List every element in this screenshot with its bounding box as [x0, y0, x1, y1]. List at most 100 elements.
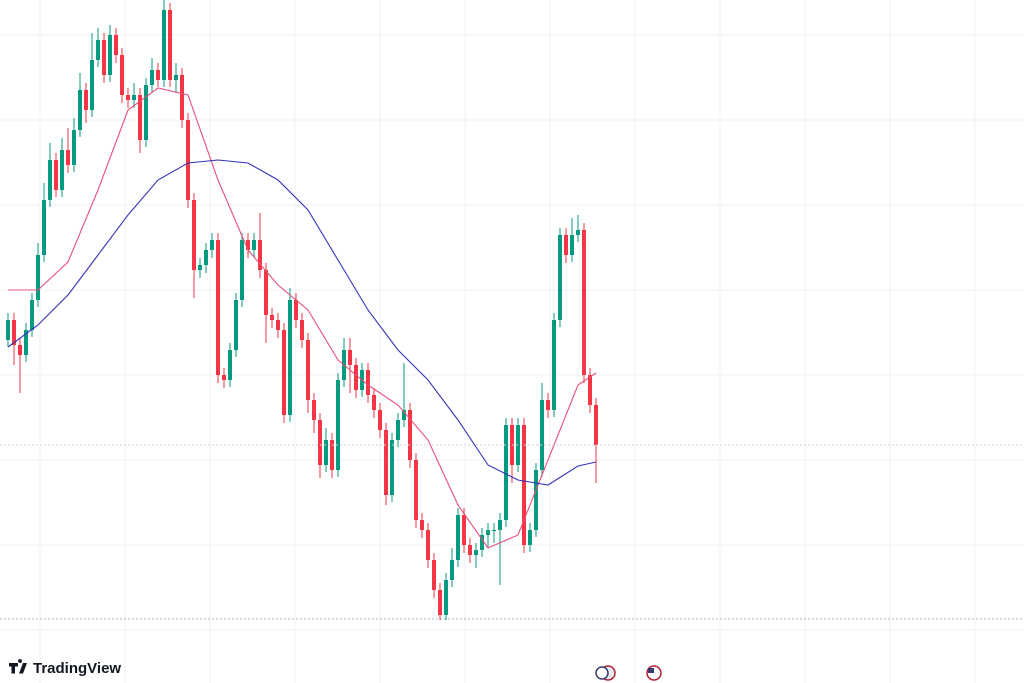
candle-body	[480, 535, 484, 550]
candle-body	[594, 405, 598, 445]
candle-body	[336, 380, 340, 470]
candle-body	[294, 300, 298, 320]
logo: TradingView	[9, 659, 121, 677]
candle-body	[456, 515, 460, 560]
flag-icon	[595, 665, 616, 681]
candle-body	[576, 230, 580, 235]
candle-body	[396, 420, 400, 440]
candle-body	[528, 530, 532, 545]
candle-body	[318, 420, 322, 465]
candle-body	[432, 560, 436, 590]
candle-body	[156, 70, 160, 80]
moving-average	[8, 87, 597, 549]
candle-body	[390, 440, 394, 495]
candle-body	[198, 265, 202, 270]
candle-body	[306, 340, 310, 400]
candle-body	[246, 240, 250, 250]
candle-body	[474, 550, 478, 555]
candle-body	[6, 320, 10, 340]
candle-body	[24, 330, 28, 355]
candle-body	[276, 320, 280, 330]
candle-body	[120, 55, 124, 95]
candle-body	[408, 410, 412, 460]
candle-body	[258, 240, 262, 270]
candle-body	[402, 410, 406, 420]
candle-body	[102, 40, 106, 75]
candle-body	[570, 235, 574, 255]
candle-body	[132, 95, 136, 100]
candle-body	[486, 530, 490, 535]
candle-body	[270, 315, 274, 320]
candle-body	[444, 580, 448, 615]
candle-body	[216, 240, 220, 375]
candle-body	[414, 460, 418, 520]
candle-body	[348, 350, 352, 365]
candle-body	[138, 95, 142, 140]
candle-body	[42, 200, 46, 255]
candle-body	[180, 75, 184, 120]
candle-body	[264, 270, 268, 315]
candle-body	[582, 230, 586, 375]
logo-icon	[9, 659, 27, 674]
moving-average	[7, 159, 597, 486]
candle-body	[300, 320, 304, 340]
flag-icon	[646, 665, 662, 681]
candle-body	[192, 200, 196, 270]
candle-body	[168, 10, 172, 80]
candle-body	[36, 255, 40, 300]
candle-body	[228, 350, 232, 380]
brand: TradingView	[33, 660, 121, 677]
candle-body	[84, 90, 88, 110]
candle-body	[426, 530, 430, 560]
candle-body	[564, 235, 568, 255]
candle-body	[288, 300, 292, 415]
candle-body	[312, 400, 316, 420]
candle-body	[588, 375, 592, 405]
candle-body	[282, 330, 286, 415]
candle-body	[552, 320, 556, 410]
candle-body	[420, 520, 424, 530]
candle-body	[378, 410, 382, 430]
candle-body	[372, 395, 376, 410]
candle-body	[450, 560, 454, 580]
candle-body	[546, 400, 550, 410]
candle-body	[222, 375, 226, 380]
candle-body	[144, 85, 148, 140]
candle-body	[114, 35, 118, 55]
candle-body	[354, 365, 358, 390]
candle-body	[66, 150, 70, 165]
candle-body	[240, 240, 244, 300]
candle-body	[54, 160, 58, 190]
candle-body	[234, 300, 238, 350]
candle-body	[522, 425, 526, 545]
plot	[0, 0, 1024, 620]
candle-body	[366, 370, 370, 395]
candle-body	[48, 160, 52, 200]
candle-body	[384, 430, 388, 495]
candle-body	[150, 70, 154, 85]
candle-body	[204, 250, 208, 265]
candle-body	[462, 515, 466, 545]
candle-body	[468, 545, 472, 555]
candle-body	[324, 440, 328, 465]
candle-body	[252, 240, 256, 250]
candle-body	[540, 400, 544, 470]
candle-body	[18, 345, 22, 355]
candle-body	[210, 240, 214, 250]
candle-body	[438, 590, 442, 615]
candle-body	[90, 60, 94, 110]
candle-body	[174, 75, 178, 80]
candle-body	[186, 120, 190, 200]
candle-body	[534, 470, 538, 530]
candle-body	[126, 95, 130, 100]
candle-body	[492, 530, 496, 531]
candle-body	[60, 150, 64, 190]
candle-body	[78, 90, 82, 130]
candle-body	[504, 425, 508, 520]
candle-body	[30, 300, 34, 330]
candle-body	[330, 440, 334, 470]
candle-body	[96, 40, 100, 60]
